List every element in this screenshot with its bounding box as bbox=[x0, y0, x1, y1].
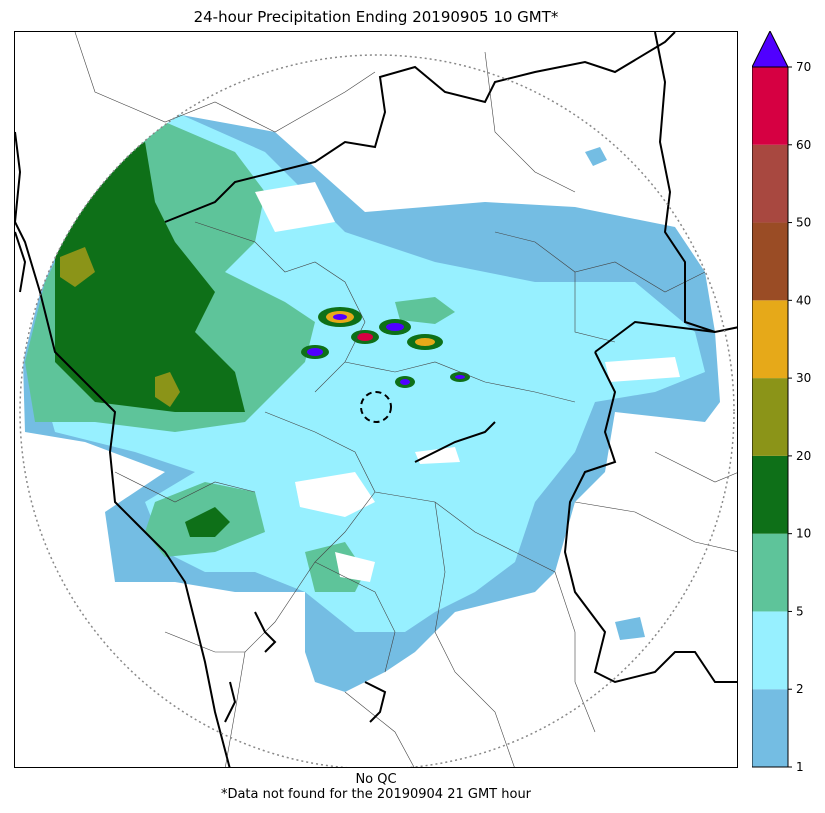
footer: No QC *Data not found for the 20190904 2… bbox=[14, 772, 738, 802]
precip-band-20-30 bbox=[60, 247, 95, 287]
precip-band-20-30 bbox=[155, 372, 180, 407]
missing-data-note: *Data not found for the 20190904 21 GMT … bbox=[220, 787, 532, 802]
colorbar-tick-label: 60 bbox=[796, 138, 811, 152]
colorbar-tick-label: 70 bbox=[796, 60, 811, 74]
precipitation-field bbox=[23, 112, 720, 692]
colorbar: 1 2 5 10 20 30 40 50 60 70 bbox=[751, 29, 811, 774]
colorbar-bin bbox=[752, 378, 788, 456]
precip-band-10-20 bbox=[55, 142, 245, 412]
district-boundaries bbox=[74, 32, 737, 767]
colorbar-bin bbox=[752, 300, 788, 379]
colorbar-tick-label: 10 bbox=[796, 527, 811, 541]
range-ring bbox=[19, 54, 735, 767]
precipitation-map[interactable] bbox=[14, 31, 738, 768]
precip-band-5-10 bbox=[395, 297, 455, 324]
colorbar-tick-label: 1 bbox=[796, 760, 804, 771]
colorbar-bin bbox=[752, 455, 788, 534]
colorbar-tick-label: 30 bbox=[796, 371, 811, 385]
colorbar-bin bbox=[752, 689, 788, 767]
colorbar-extend-arrow bbox=[751, 29, 789, 68]
colorbar-bin bbox=[752, 222, 788, 301]
colorbar-bin bbox=[752, 144, 788, 223]
colorbar-frame bbox=[751, 66, 789, 768]
qc-note: No QC bbox=[355, 772, 397, 787]
state-boundaries bbox=[15, 32, 737, 767]
precip-band-10-20 bbox=[185, 507, 230, 537]
colorbar-bin bbox=[752, 611, 788, 690]
colorbar-tick-label: 50 bbox=[796, 216, 811, 230]
map-canvas bbox=[15, 32, 737, 767]
precip-band-1-2 bbox=[585, 147, 607, 166]
colorbar-tick-label: 2 bbox=[796, 682, 804, 696]
radar-site-marker bbox=[360, 391, 392, 423]
colorbar-bin bbox=[752, 67, 788, 145]
colorbar-bin bbox=[752, 533, 788, 612]
no-precip-gaps bbox=[255, 182, 680, 582]
colorbar-canvas: 1 2 5 10 20 30 40 50 60 70 bbox=[751, 29, 811, 774]
precip-band-1-2 bbox=[615, 617, 645, 640]
colorbar-tick-label: 40 bbox=[796, 293, 811, 307]
chart-title: 24-hour Precipitation Ending 20190905 10… bbox=[193, 8, 559, 26]
colorbar-tick-label: 5 bbox=[796, 604, 804, 618]
colorbar-tick-label: 20 bbox=[796, 449, 811, 463]
convective-cells bbox=[301, 307, 470, 388]
